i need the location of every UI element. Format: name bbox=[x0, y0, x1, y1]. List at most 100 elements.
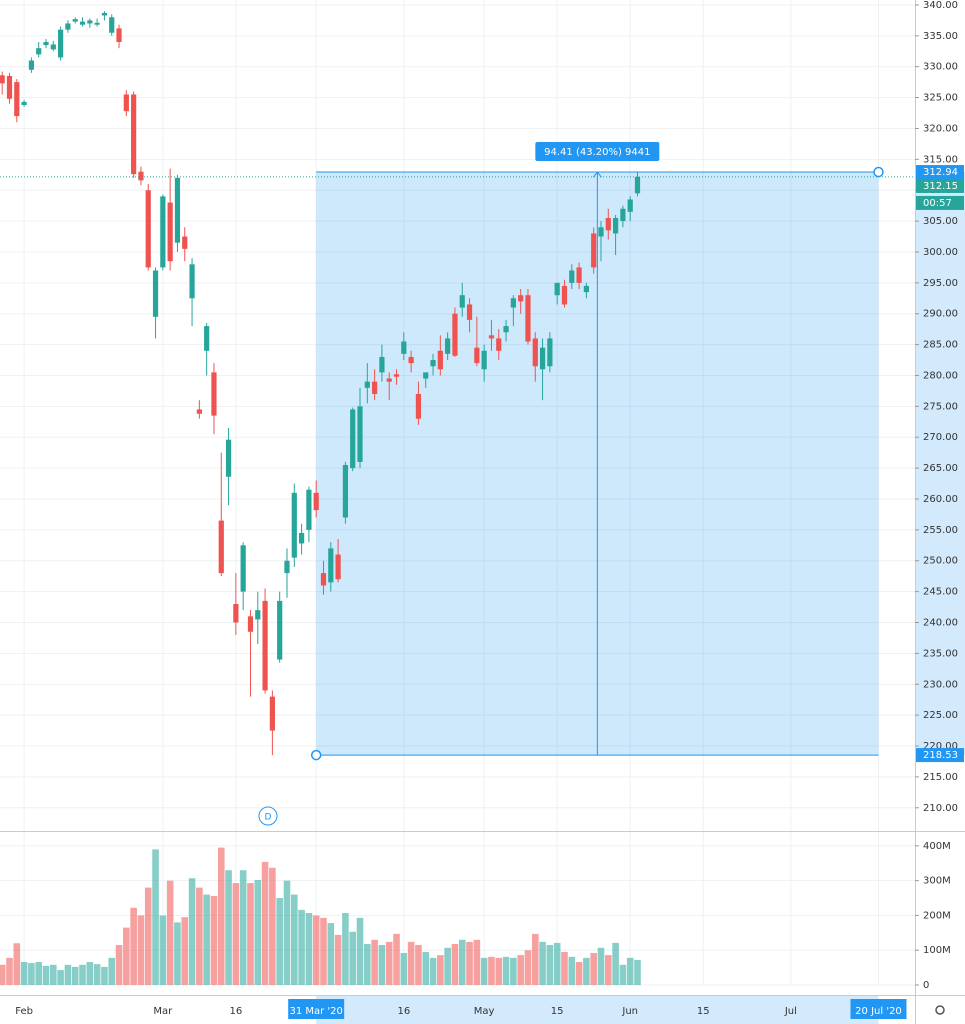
volume-bar bbox=[583, 957, 590, 985]
volume-bar bbox=[64, 964, 72, 985]
y-tick-label: 305.00 bbox=[923, 216, 958, 227]
volume-bar bbox=[50, 964, 57, 985]
volume-bar bbox=[575, 962, 583, 985]
volume-bar bbox=[444, 947, 451, 985]
candle-body bbox=[503, 326, 509, 333]
y-tick-label: 340.00 bbox=[923, 0, 958, 11]
candle-body bbox=[532, 338, 538, 367]
candle-body bbox=[634, 176, 641, 194]
volume-bar bbox=[342, 913, 349, 985]
candle-body bbox=[612, 217, 619, 234]
candle-body bbox=[539, 347, 546, 370]
x-tick-label: 20 Jul '20 bbox=[855, 1006, 902, 1017]
candle-body bbox=[116, 28, 122, 42]
volume-bar bbox=[590, 953, 597, 985]
candle-body bbox=[182, 236, 188, 249]
y-tick-label: 240.00 bbox=[923, 618, 958, 629]
volume-bar bbox=[188, 878, 196, 985]
candle-body bbox=[554, 282, 560, 296]
volume-bar bbox=[305, 913, 313, 985]
candle-body bbox=[160, 196, 166, 268]
candle-body bbox=[430, 360, 436, 367]
volume-bar bbox=[385, 941, 393, 985]
x-tick-label: Jul bbox=[784, 1006, 797, 1017]
candle-body bbox=[87, 20, 93, 24]
settings-icon bbox=[935, 1005, 945, 1015]
candle-body bbox=[437, 350, 443, 370]
candle-body bbox=[131, 94, 137, 175]
volume-bar bbox=[539, 941, 546, 985]
volume-bar bbox=[517, 955, 524, 985]
candle-body bbox=[233, 603, 239, 623]
x-tick-label: 15 bbox=[551, 1006, 564, 1017]
volume-bar bbox=[415, 945, 422, 985]
y-tick-label: 290.00 bbox=[923, 309, 958, 320]
candle-body bbox=[65, 23, 71, 30]
volume-bar bbox=[93, 964, 101, 985]
volume-bar bbox=[276, 898, 283, 985]
candle-body bbox=[50, 44, 56, 50]
x-tick-label: 31 Mar '20 bbox=[289, 1006, 342, 1017]
volume-bar bbox=[488, 956, 495, 985]
interval-marker bbox=[258, 806, 278, 826]
volume-bar bbox=[597, 947, 605, 985]
candle-body bbox=[627, 199, 633, 212]
candle-body bbox=[109, 17, 115, 33]
volume-bar bbox=[458, 939, 466, 985]
candle-body bbox=[364, 381, 370, 388]
volume-bar bbox=[502, 956, 510, 985]
countdown-label-box bbox=[916, 195, 964, 210]
candle-body bbox=[379, 356, 385, 373]
volume-bar bbox=[283, 880, 291, 985]
candle-body bbox=[496, 338, 502, 351]
candle-body bbox=[372, 381, 378, 395]
volume-bar bbox=[217, 847, 225, 985]
y-tick-label: 270.00 bbox=[923, 432, 958, 443]
volume-tick-label: 100M bbox=[923, 945, 951, 956]
countdown-label: 00:57 bbox=[923, 198, 952, 209]
candle-body bbox=[247, 616, 254, 632]
candle-body bbox=[58, 29, 64, 58]
volume-bar bbox=[144, 887, 152, 985]
volume-bar bbox=[290, 894, 298, 985]
volume-bar bbox=[101, 966, 108, 985]
x-tick-highlight bbox=[850, 999, 907, 1019]
candle-body bbox=[189, 264, 195, 299]
volume-bar bbox=[568, 956, 576, 985]
volume-bar bbox=[203, 894, 210, 985]
volume-bar bbox=[196, 887, 203, 985]
y-tick-label: 320.00 bbox=[923, 123, 958, 134]
x-tick-label: May bbox=[474, 1006, 495, 1017]
candle-body bbox=[452, 313, 458, 356]
volume-bar bbox=[473, 939, 481, 985]
volume-bar bbox=[174, 922, 181, 985]
measure-label: 94.41 (43.20%) 9441 bbox=[544, 147, 650, 158]
candle-body bbox=[28, 60, 35, 70]
candle-body bbox=[298, 532, 305, 544]
volume-bar bbox=[480, 957, 488, 985]
candle-body bbox=[525, 295, 531, 342]
candle-body bbox=[547, 338, 553, 367]
y-tick-label: 325.00 bbox=[923, 93, 958, 104]
candle-body bbox=[21, 101, 27, 105]
y-tick-label: 255.00 bbox=[923, 525, 958, 536]
y-tick-label: 220.00 bbox=[923, 741, 958, 752]
candle-body bbox=[423, 372, 429, 379]
measure-label-box bbox=[535, 142, 660, 162]
volume-bar bbox=[524, 950, 532, 985]
x-tick-label: 16 bbox=[230, 1006, 243, 1017]
candle-body bbox=[393, 374, 400, 377]
candle-body bbox=[328, 548, 334, 583]
volume-bar bbox=[232, 883, 240, 985]
candle-body bbox=[211, 372, 217, 416]
candle-body bbox=[36, 48, 42, 55]
volume-bar bbox=[437, 955, 444, 985]
candle-body bbox=[94, 22, 100, 25]
last-price-label-box bbox=[916, 178, 964, 193]
x-tick-label: Feb bbox=[15, 1006, 33, 1017]
volume-bar bbox=[531, 933, 539, 985]
volume-bar bbox=[261, 861, 269, 985]
candle-body bbox=[386, 378, 392, 382]
volume-bar bbox=[0, 964, 6, 985]
